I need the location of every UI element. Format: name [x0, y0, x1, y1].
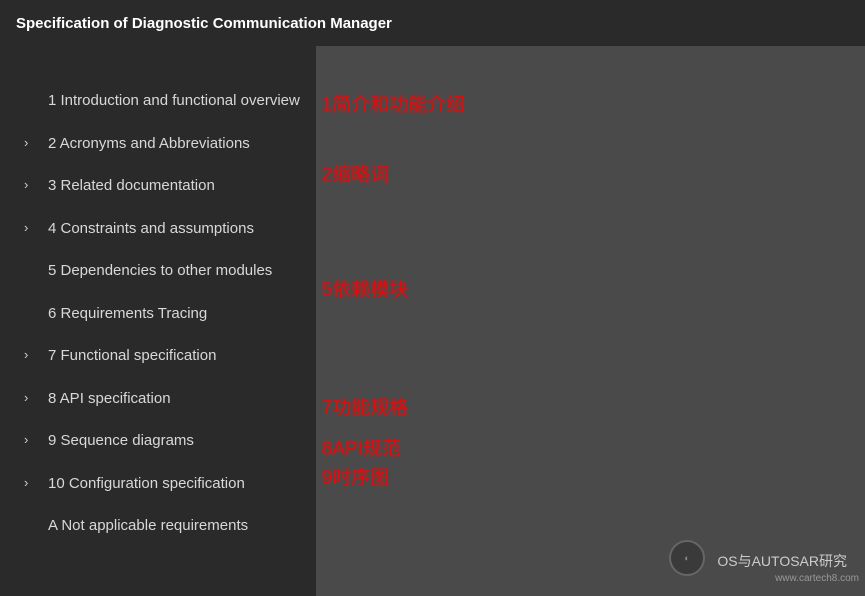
watermark-url: www.cartech8.com	[775, 573, 859, 584]
toc-label: 9 Sequence diagrams	[38, 430, 194, 453]
toc-item-6[interactable]: 6 Requirements Tracing	[0, 293, 316, 336]
toc-item-4[interactable]: › 4 Constraints and assumptions	[0, 208, 316, 251]
toc-label: 1 Introduction and functional overview	[38, 90, 300, 113]
chevron-right-icon: ›	[24, 432, 38, 447]
toc-label: 2 Acronyms and Abbreviations	[38, 133, 250, 156]
toc-item-8[interactable]: › 8 API specification	[0, 378, 316, 421]
toc-label: 4 Constraints and assumptions	[38, 218, 254, 241]
chevron-right-icon: ›	[24, 390, 38, 405]
watermark-text: OS与AUTOSAR研究	[717, 551, 847, 571]
toc-item-3[interactable]: › 3 Related documentation	[0, 165, 316, 208]
toc-label: 6 Requirements Tracing	[38, 303, 207, 326]
toc-label: 8 API specification	[38, 388, 171, 411]
annotation-8: 8API规范	[322, 434, 401, 461]
toc-label: 7 Functional specification	[38, 345, 216, 368]
chevron-right-icon: ›	[24, 475, 38, 490]
toc-item-5[interactable]: 5 Dependencies to other modules	[0, 250, 316, 293]
annotation-1: 1简介和功能介绍	[322, 90, 466, 117]
toc-item-10[interactable]: › 10 Configuration specification	[0, 463, 316, 506]
toc-item-2[interactable]: › 2 Acronyms and Abbreviations	[0, 123, 316, 166]
chevron-right-icon: ›	[24, 220, 38, 235]
chevron-right-icon: ›	[24, 347, 38, 362]
annotation-5: 5依赖模块	[322, 275, 409, 302]
toc-label: A Not applicable requirements	[38, 515, 248, 538]
table-of-contents: 1 Introduction and functional overview ›…	[0, 80, 316, 548]
annotation-9: 9时序图	[322, 463, 390, 490]
watermark-logo-icon: ◐	[669, 540, 705, 576]
toc-label: 5 Dependencies to other modules	[38, 260, 272, 283]
annotation-7: 7功能规格	[322, 393, 409, 420]
page-header: Specification of Diagnostic Communicatio…	[0, 0, 865, 46]
toc-item-7[interactable]: › 7 Functional specification	[0, 335, 316, 378]
toc-item-1[interactable]: 1 Introduction and functional overview	[0, 80, 316, 123]
toc-label: 10 Configuration specification	[38, 473, 245, 496]
chevron-right-icon: ›	[24, 135, 38, 150]
toc-item-a[interactable]: A Not applicable requirements	[0, 505, 316, 548]
chevron-right-icon: ›	[24, 177, 38, 192]
toc-label: 3 Related documentation	[38, 175, 215, 198]
toc-item-9[interactable]: › 9 Sequence diagrams	[0, 420, 316, 463]
annotation-2: 2缩略词	[322, 160, 390, 187]
page-title: Specification of Diagnostic Communicatio…	[16, 15, 392, 32]
